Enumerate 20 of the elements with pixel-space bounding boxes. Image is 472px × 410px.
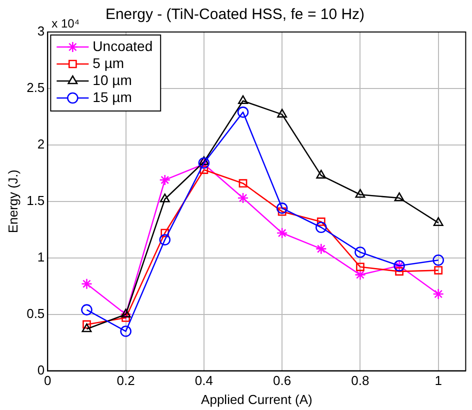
text: x 10⁴ [52,16,80,30]
y-axis-title: Energy (J.) [5,170,20,234]
legend-label: 15 µm [92,88,132,105]
x-tick-label: 0.2 [116,373,135,388]
y-tick-label: 1.5 [26,192,45,208]
x-axis-title: Applied Current (A) [201,392,312,407]
y-tick-label: 2.5 [26,80,45,96]
legend-label: Uncoated [92,38,153,54]
x-tick-label: 0.6 [273,373,292,388]
chart-title: Energy - (TiN-Coated HSS, fe = 10 Hz) [105,6,365,24]
x-tick-label: 0.8 [351,373,370,388]
legend-label: 10 µm [92,72,132,88]
legend-label: 5 µm [92,54,124,71]
y-tick-label: 0 [37,362,45,378]
x-tick-label: 1 [434,373,442,388]
y-tick-label: 2 [37,136,45,152]
y-tick-label: 0.5 [26,306,45,321]
y-tick-label: 3 [37,24,45,39]
y-tick-label: 1 [37,249,45,264]
x-tick-label: 0.4 [194,373,213,388]
